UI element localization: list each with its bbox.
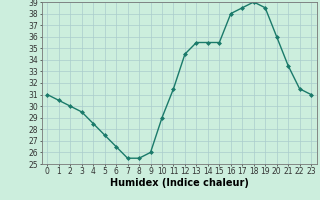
X-axis label: Humidex (Indice chaleur): Humidex (Indice chaleur) <box>110 178 249 188</box>
